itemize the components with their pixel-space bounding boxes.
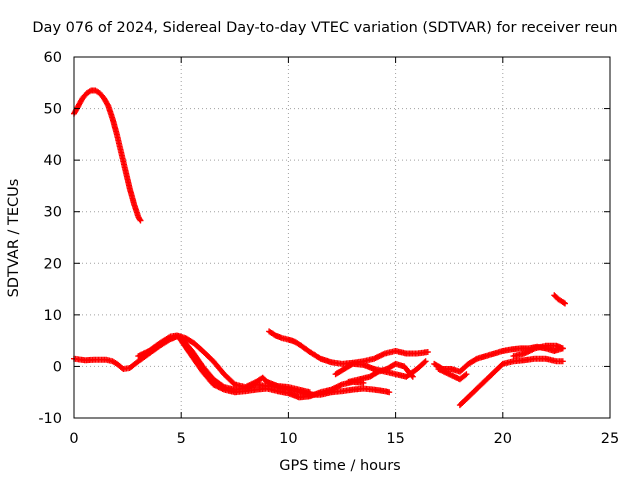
data-point — [136, 216, 143, 223]
y-axis-label: SDTVAR / TECUs — [6, 179, 22, 298]
y-tick-label: 0 — [53, 359, 62, 375]
y-tick-label: 20 — [44, 256, 62, 272]
y-tick-label: 50 — [44, 102, 62, 118]
x-axis-label: GPS time / hours — [279, 458, 400, 474]
x-tick-label: 10 — [279, 431, 297, 447]
x-tick-label: 25 — [601, 431, 619, 447]
x-tick-label: 15 — [386, 431, 404, 447]
data-point — [409, 373, 416, 380]
y-tick-label: -10 — [38, 411, 62, 427]
data-point — [421, 359, 428, 366]
data-point — [386, 389, 393, 396]
x-tick-label: 0 — [69, 431, 78, 447]
chart-title: Day 076 of 2024, Sidereal Day-to-day VTE… — [32, 20, 617, 36]
y-tick-label: 60 — [44, 50, 62, 66]
axes — [73, 56, 611, 419]
data-point — [137, 217, 144, 224]
data-point — [562, 300, 568, 307]
x-tick-label: 20 — [494, 431, 512, 447]
x-tick-label: 5 — [177, 431, 186, 447]
data-point — [424, 349, 431, 355]
y-tick-label: 30 — [44, 205, 62, 221]
data-point — [463, 371, 470, 378]
data-point — [422, 358, 429, 365]
data-point — [560, 299, 567, 306]
data-point — [559, 358, 566, 365]
data-point — [559, 345, 566, 352]
data-points — [71, 87, 568, 409]
y-tick-label: 10 — [44, 308, 62, 324]
tick-labels: 0 5 10 15 20 25 -10 0 10 20 30 40 50 60 — [38, 50, 619, 447]
data-point — [408, 372, 415, 379]
y-tick-label: 40 — [44, 153, 62, 169]
plot-frame — [73, 56, 611, 419]
